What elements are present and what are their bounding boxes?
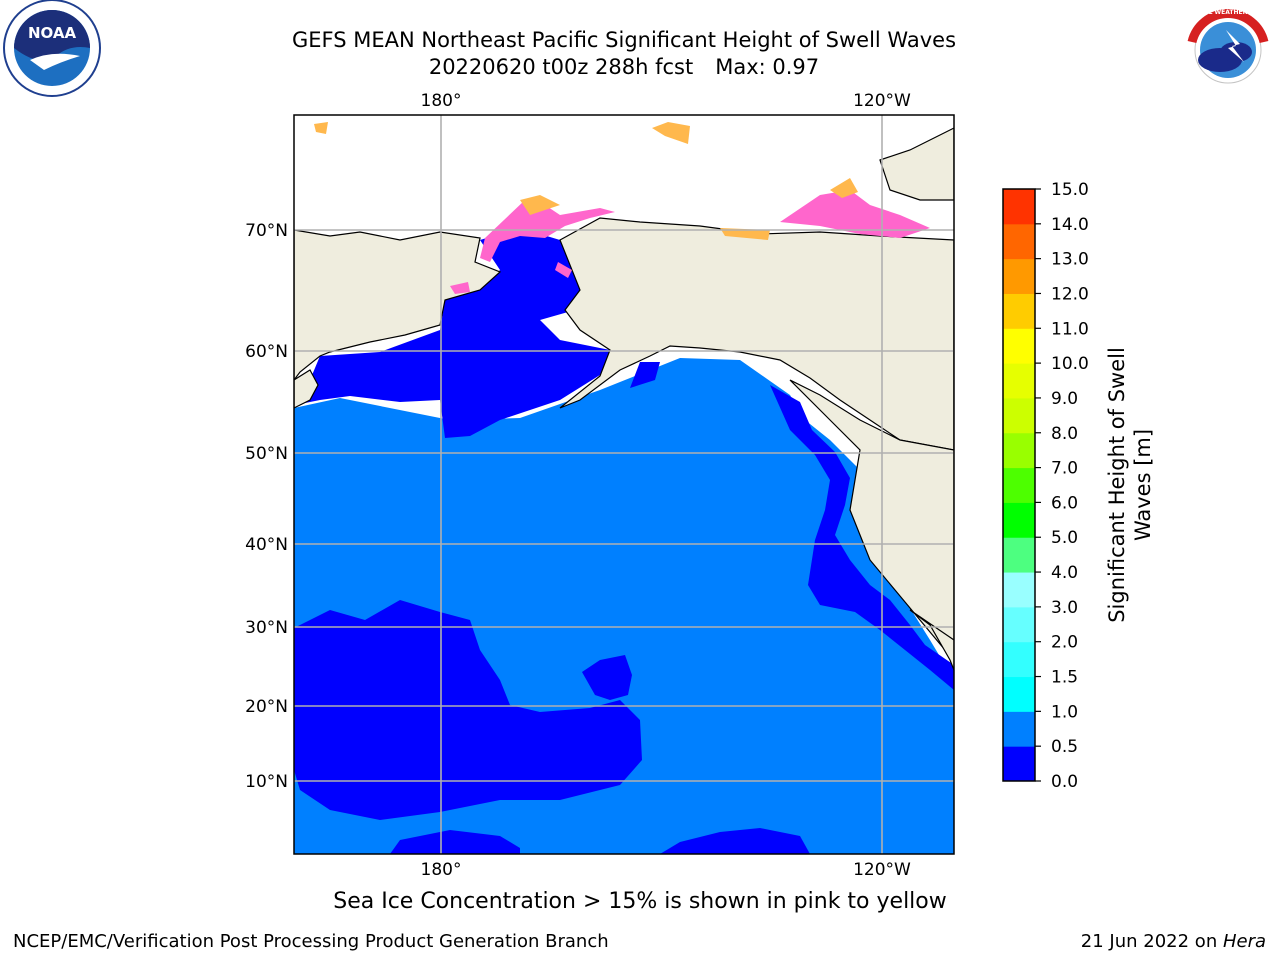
land-siberia	[294, 229, 502, 381]
footer-date: 21 Jun 2022 on Hera	[1081, 931, 1266, 952]
max-label: Max: 0.97	[715, 55, 820, 79]
colorbar-tick-label: 9.0	[1051, 389, 1078, 409]
nws-logo: NATIONAL WEATHER SERVICE	[1178, 3, 1278, 97]
lon-label-bottom-120w: 120°W	[853, 860, 911, 880]
colorbar-title-line1: Significant Height of Swell	[1105, 347, 1129, 623]
colorbar-tick-label: 7.0	[1051, 459, 1078, 479]
sea-ice-edge-3	[314, 122, 328, 134]
lon-label-top-180: 180°	[421, 91, 462, 111]
land-alaska	[559, 217, 954, 451]
map-frame	[293, 114, 955, 855]
lon-label-top-120w: 120°W	[853, 91, 911, 111]
colorbar-tick-label: 14.0	[1051, 215, 1089, 235]
colorbar-segment	[1003, 572, 1035, 608]
lon-label-bottom-180: 180°	[421, 860, 462, 880]
colorbar-frame	[1002, 188, 1036, 782]
noaa-logo-text: NOAA	[28, 24, 77, 42]
lat-label-10n: 10°N	[245, 772, 288, 792]
colorbar-segment	[1003, 676, 1035, 712]
chart-title: GEFS MEAN Northeast Pacific Significant …	[291, 28, 957, 52]
ocean-swell-0-05-south-east	[660, 828, 810, 854]
sea-ice-caption: Sea Ice Concentration > 15% is shown in …	[333, 889, 947, 914]
ocean-swell-0-05-gulf	[630, 362, 660, 388]
colorbar-tick-label: 0.5	[1051, 737, 1078, 757]
sea-ice-beaufort	[780, 190, 930, 238]
colorbar-segment	[1003, 328, 1035, 364]
sea-ice-chukchi	[480, 200, 615, 262]
colorbar-segment	[1003, 397, 1035, 434]
run-label: 20220620 t00z 288h fcst	[428, 55, 694, 79]
ocean-swell-0-05-bering	[300, 228, 610, 438]
colorbar: 0.0 0.5 1.0 1.5 2.0 3.0 4.0 5.0 6.0 7.0 8.0 9.0 10.0…	[1002, 180, 1089, 792]
colorbar-title-line2: Waves [m]	[1131, 429, 1155, 541]
colorbar-tick-label: 1.5	[1051, 668, 1078, 688]
ocean-swell-0-05-south	[390, 830, 520, 854]
footer-date-text: 21 Jun 2022 on	[1080, 931, 1223, 952]
nws-logo-text: NATIONAL WEATHER SERVICE	[1178, 9, 1277, 16]
colorbar-tick-label: 12.0	[1051, 284, 1089, 304]
footer-host: Hera	[1222, 931, 1266, 952]
lat-label-50n: 50°N	[245, 444, 288, 464]
lat-label-20n: 20°N	[245, 697, 288, 717]
land-north-america-coast	[789, 240, 954, 663]
lat-label-30n: 30°N	[245, 618, 288, 638]
ocean-swell-0-05-coast	[770, 385, 954, 690]
colorbar-segment	[1003, 258, 1035, 294]
sea-ice-edge-2	[652, 122, 690, 144]
sea-ice-edge-4	[830, 178, 858, 198]
colorbar-tick-label: 0.0	[1051, 772, 1078, 792]
noaa-logo: NOAA	[3, 0, 101, 97]
colorbar-segment	[1003, 502, 1035, 538]
colorbar-tick-label: 11.0	[1051, 319, 1089, 339]
sea-ice-edge-5	[720, 228, 770, 240]
colorbar-segment	[1003, 223, 1035, 260]
colorbar-segment	[1003, 711, 1035, 747]
colorbar-tick-label: 2.0	[1051, 633, 1078, 653]
sea-ice-edge-7	[555, 262, 572, 278]
chart-subtitle: 20220620 t00z 288h fcst Max: 0.97	[0, 54, 1248, 80]
colorbar-segment	[1003, 537, 1035, 573]
graticule	[294, 115, 954, 854]
colorbar-segment	[1003, 467, 1035, 503]
colorbar-segment	[1003, 432, 1035, 469]
colorbar-tick-label: 6.0	[1051, 493, 1078, 513]
colorbar-segment	[1003, 641, 1035, 678]
lat-label-60n: 60°N	[245, 342, 288, 362]
lat-label-70n: 70°N	[245, 221, 288, 241]
ocean-swell-0-05-subtropical	[294, 600, 642, 820]
sea-ice-edge-1	[520, 195, 560, 215]
land-canada-arctic	[879, 127, 954, 201]
sea-ice-edge-6	[450, 282, 470, 294]
colorbar-segment	[1003, 746, 1035, 782]
colorbar-tick-label: 4.0	[1051, 563, 1078, 583]
colorbar-segment	[1003, 189, 1035, 225]
colorbar-tick-label: 15.0	[1051, 180, 1089, 200]
colorbar-tick-label: 10.0	[1051, 354, 1089, 374]
colorbar-tick-label: 13.0	[1051, 250, 1089, 270]
footer-branch: NCEP/EMC/Verification Post Processing Pr…	[13, 931, 609, 952]
colorbar-segment	[1003, 606, 1035, 643]
map-area	[294, 115, 954, 854]
colorbar-tick-label: 5.0	[1051, 528, 1078, 548]
lat-label-40n: 40°N	[245, 535, 288, 555]
land-baja	[909, 609, 954, 671]
colorbar-segment	[1003, 363, 1035, 399]
colorbar-tick-label: 1.0	[1051, 702, 1078, 722]
colorbar-tick-label: 3.0	[1051, 598, 1078, 618]
colorbar-tick-label: 8.0	[1051, 424, 1078, 444]
land-kamchatka	[294, 369, 319, 409]
colorbar-segment	[1003, 293, 1035, 329]
ocean-swell-0-05-hawaii	[582, 655, 632, 700]
